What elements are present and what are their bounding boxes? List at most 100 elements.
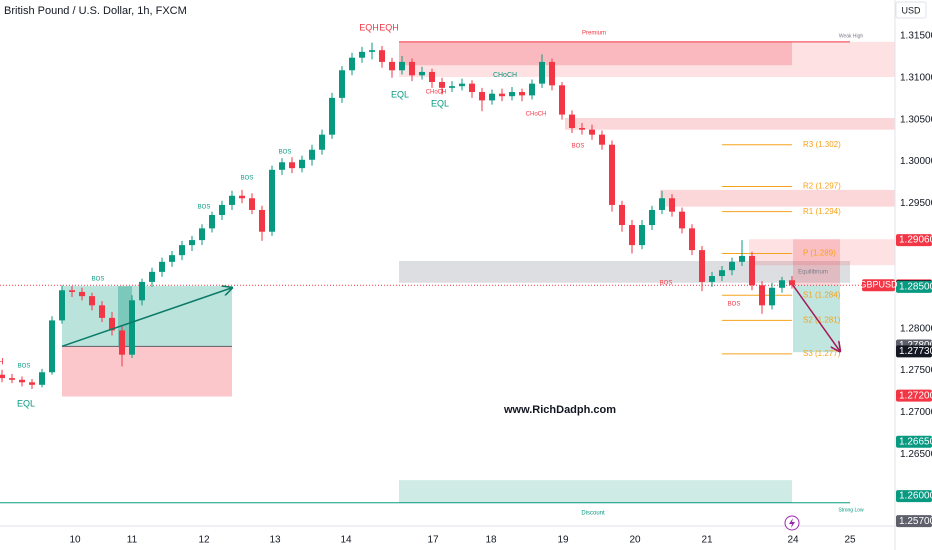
candle-body [299, 159, 305, 169]
candle-body [439, 81, 445, 88]
arrow [61, 288, 232, 348]
candle-body [539, 61, 545, 84]
annotation: BOS [728, 302, 741, 308]
candle-body [0, 374, 5, 379]
x-tick-label: 11 [127, 535, 138, 546]
symbol-tag [862, 279, 895, 292]
candle-body [609, 144, 615, 205]
price-badge-label: 1.29060 [899, 235, 932, 246]
candle-body [569, 114, 575, 128]
candle-body [369, 50, 375, 52]
price-badge [896, 234, 932, 247]
annotation: BOS [18, 364, 31, 370]
candle-body [79, 291, 85, 297]
candle-body [39, 372, 45, 385]
candle-body [229, 195, 235, 205]
zone [399, 41, 792, 66]
candle-body [169, 255, 175, 262]
currency[interactable]: USD [901, 5, 921, 15]
candle-body [379, 50, 385, 62]
candle-body [589, 129, 595, 135]
candle-body [529, 83, 535, 96]
candle-body [329, 97, 335, 135]
candle-body [249, 198, 255, 210]
candle-body [29, 382, 35, 385]
annotation: CHoCH [426, 90, 447, 96]
candle-body [509, 92, 515, 97]
annotation: EQL [391, 89, 409, 99]
candle-body [359, 51, 365, 58]
candle-body [639, 225, 645, 246]
candle-body [719, 270, 725, 277]
zone [749, 239, 895, 266]
zone [660, 189, 895, 207]
x-tick-label: 21 [701, 535, 713, 546]
candle-body [599, 134, 605, 145]
candle-body [69, 290, 75, 292]
price-badge [896, 490, 932, 503]
candle-body [689, 228, 695, 251]
candle-body [209, 214, 215, 229]
candle-body [49, 320, 55, 373]
zone [565, 117, 895, 130]
candle-body [739, 255, 745, 262]
candle-body [789, 280, 795, 286]
annotation: BOS [660, 281, 673, 287]
x-tick-label: 13 [269, 535, 281, 546]
pivot-label: R1 (1.294) [803, 207, 841, 216]
candle-body [199, 228, 205, 241]
annotation: Premium [582, 31, 606, 37]
candle-body [279, 162, 285, 170]
candle-body [489, 93, 495, 101]
price-badge-label: 1.26650 [899, 436, 932, 447]
y-tick-label: 1.30000 [900, 156, 932, 167]
zone [793, 239, 840, 286]
candle-body [779, 280, 785, 288]
x-tick-label: 10 [69, 535, 81, 546]
annotation: Strong Low [838, 507, 864, 513]
candle-body [139, 281, 145, 301]
candle-body [559, 85, 565, 115]
chart-title: British Pound / U.S. Dollar, 1h, FXCM [4, 5, 187, 17]
annotation: Weak High [839, 33, 864, 39]
y-tick-label: 1.31500 [900, 31, 932, 42]
candle-body [659, 198, 665, 210]
x-tick-label: 20 [629, 535, 641, 546]
price-badge-label: 1.27730 [899, 346, 932, 357]
y-tick-label: 1.30500 [900, 114, 932, 125]
price-badge-label: 1.25700 [899, 516, 932, 527]
x-tick-label: 12 [198, 535, 210, 546]
candle-body [699, 250, 705, 282]
candle-body [449, 86, 455, 88]
candle-body [119, 330, 125, 355]
candle-body [259, 209, 265, 232]
lightning-icon[interactable] [784, 515, 800, 531]
zone [792, 41, 895, 66]
pivot-label: S2 (1.281) [803, 316, 841, 325]
pivot-label: S1 (1.284) [803, 290, 841, 299]
pivot-label: R2 (1.297) [803, 182, 841, 191]
candle-body [319, 134, 325, 150]
y-tick-label: 1.27500 [900, 365, 932, 376]
candle-body [429, 71, 435, 82]
candle-body [179, 245, 185, 256]
currency-box [895, 1, 927, 19]
watermark: www.RichDadph.com [503, 404, 616, 416]
annotation: EQH [0, 356, 4, 366]
price-badge [896, 280, 932, 293]
candle-body [89, 296, 95, 306]
candle-body [309, 149, 315, 160]
candle-body [679, 211, 685, 229]
annotation: EQL [431, 98, 449, 108]
candle-body [729, 261, 735, 271]
annotation: BOS [241, 176, 254, 182]
candle-body [19, 379, 25, 383]
candle-body [219, 204, 225, 215]
price-badge [896, 435, 932, 448]
annotation: BOS [279, 150, 292, 156]
candle-body [149, 271, 155, 282]
annotation: Discount [581, 511, 605, 517]
candle-body [459, 83, 465, 87]
